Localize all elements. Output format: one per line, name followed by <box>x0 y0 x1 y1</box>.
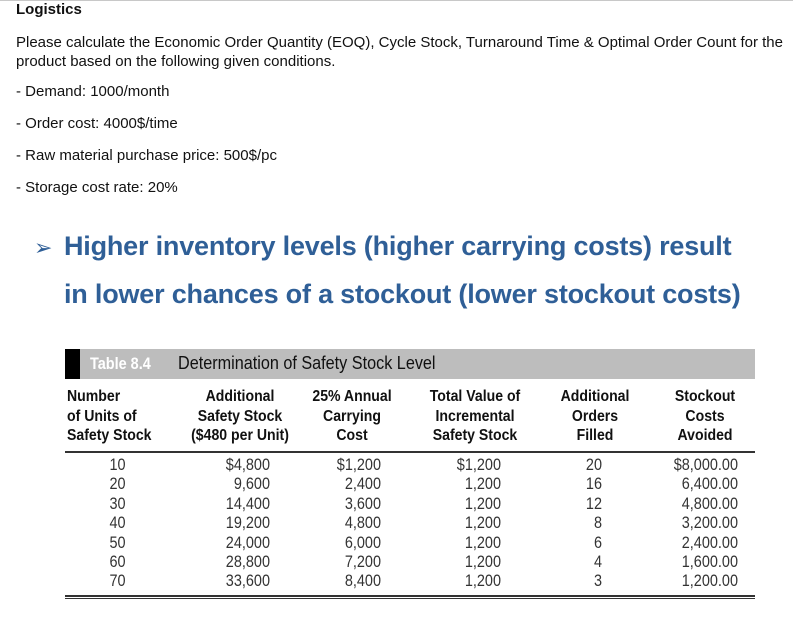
table-cell: 20 <box>585 455 602 474</box>
header-line: Stockout <box>674 388 736 405</box>
title-marker <box>65 349 80 379</box>
condition-order-cost: - Order cost: 4000$/time <box>16 115 178 132</box>
table-cell: 1,200 <box>464 552 501 572</box>
column-carrying-cost: $1,200 2,400 3,600 4,800 6,000 7,200 8,400 <box>308 455 381 591</box>
table-caption: Determination of Safety Stock Level <box>178 353 436 373</box>
table-cell: 19,200 <box>225 513 270 533</box>
slide-heading-line1: Higher inventory levels (higher carrying… <box>64 231 732 261</box>
header-additional-safety-stock: Additional Safety Stock ($480 per Unit) <box>174 387 306 446</box>
table-cell: 3 <box>593 571 602 591</box>
header-line: Safety Stock <box>197 407 283 425</box>
table-cell: $4,800 <box>225 455 270 474</box>
table-cell: 50 <box>109 532 126 552</box>
table-cell: 2,400 <box>344 474 381 494</box>
table-cell: $1,200 <box>336 455 381 474</box>
table-cell: 30 <box>109 493 126 513</box>
table-cell: 28,800 <box>225 552 270 572</box>
header-line: Orders <box>571 407 619 425</box>
table-cell: 6 <box>593 532 602 552</box>
header-line: Number <box>67 388 121 405</box>
header-line: Avoided <box>677 427 733 444</box>
header-line: Total Value of <box>429 388 521 405</box>
table-cell: 70 <box>109 571 126 591</box>
header-units: Number of Units of Safety Stock <box>67 387 152 446</box>
table-cell: 1,200 <box>464 493 501 513</box>
question-title: Logistics <box>16 1 82 18</box>
table-cell: 4,800.00 <box>681 493 738 513</box>
table-cell: 33,600 <box>225 571 270 591</box>
header-line: Costs <box>685 407 725 425</box>
column-stockout-costs: $8,000.00 6,400.00 4,800.00 3,200.00 2,400.0… <box>650 455 738 591</box>
table-cell: 9,600 <box>233 474 270 494</box>
condition-purchase-price: - Raw material purchase price: 500$/pc <box>16 147 277 164</box>
table-cell: 6,000 <box>344 532 381 552</box>
bottom-rule <box>65 595 755 597</box>
condition-storage-rate: - Storage cost rate: 20% <box>16 179 178 196</box>
header-orders-filled: Additional Orders Filled <box>547 387 644 446</box>
table-cell: 60 <box>109 552 126 572</box>
table-cell: 8 <box>593 513 602 533</box>
column-incremental-value: $1,200 1,200 1,200 1,200 1,200 1,200 1,200 <box>428 455 501 591</box>
header-carrying-cost: 25% Annual Carrying Cost <box>304 387 401 446</box>
table-cell: 4,800 <box>344 513 381 533</box>
column-additional-safety-stock: $4,800 9,600 14,400 19,200 24,000 28,800 33,60… <box>198 455 270 591</box>
table-cell: 1,200.00 <box>681 571 738 591</box>
header-line: Safety Stock <box>67 427 152 444</box>
header-stockout-costs: Stockout Costs Avoided <box>661 387 749 446</box>
header-incremental-value: Total Value of Incremental Safety Stock <box>413 387 536 446</box>
table-cell: 1,200 <box>464 474 501 494</box>
bottom-rule-secondary <box>65 598 755 599</box>
safety-stock-table: Table 8.4 Determination of Safety Stock … <box>65 349 755 599</box>
table-cell: 8,400 <box>344 571 381 591</box>
arrowhead-bullet-icon: ➢ <box>34 235 53 260</box>
table-number: Table 8.4 <box>90 354 151 373</box>
slide-heading-line2: in lower chances of a stockout (lower st… <box>64 279 741 309</box>
table-cell: 3,200.00 <box>681 513 738 533</box>
header-line: Filled <box>576 427 614 444</box>
table-cell: 2,400.00 <box>681 532 738 552</box>
table-cell: 10 <box>109 455 126 474</box>
table-cell: 1,200 <box>464 532 501 552</box>
table-cell: 40 <box>109 513 126 533</box>
table-cell: $1,200 <box>456 455 501 474</box>
table-cell: 3,600 <box>344 493 381 513</box>
table-cell: $8,000.00 <box>673 455 738 474</box>
condition-demand: - Demand: 1000/month <box>16 83 170 100</box>
header-line: Safety Stock <box>432 427 518 444</box>
header-line: ($480 per Unit) <box>191 427 289 444</box>
table-cell: 7,200 <box>344 552 381 572</box>
header-line: of Units of <box>67 407 137 425</box>
header-line: Carrying <box>323 407 381 425</box>
table-cell: 20 <box>109 474 126 494</box>
header-rule <box>65 451 755 453</box>
top-border <box>0 0 793 1</box>
header-line: Additional <box>560 388 630 405</box>
table-cell: 1,600.00 <box>681 552 738 572</box>
table-title-bar: Table 8.4 Determination of Safety Stock … <box>65 349 755 379</box>
table-cell: 24,000 <box>225 532 270 552</box>
column-orders-filled: 20 16 12 8 6 4 3 <box>571 455 602 591</box>
table-cell: 1,200 <box>464 571 501 591</box>
header-line: Cost <box>336 427 368 444</box>
header-line: Additional <box>205 388 275 405</box>
column-units: 10 20 30 40 50 60 70 <box>98 455 136 591</box>
question-prompt: Please calculate the Economic Order Quan… <box>16 34 783 70</box>
table-cell: 16 <box>585 474 602 494</box>
header-line: 25% Annual <box>312 388 392 405</box>
table-cell: 14,400 <box>225 493 270 513</box>
table-cell: 6,400.00 <box>681 474 738 494</box>
table-cell: 1,200 <box>464 513 501 533</box>
table-cell: 4 <box>593 552 602 572</box>
header-line: Incremental <box>435 407 515 425</box>
table-cell: 12 <box>585 493 602 513</box>
